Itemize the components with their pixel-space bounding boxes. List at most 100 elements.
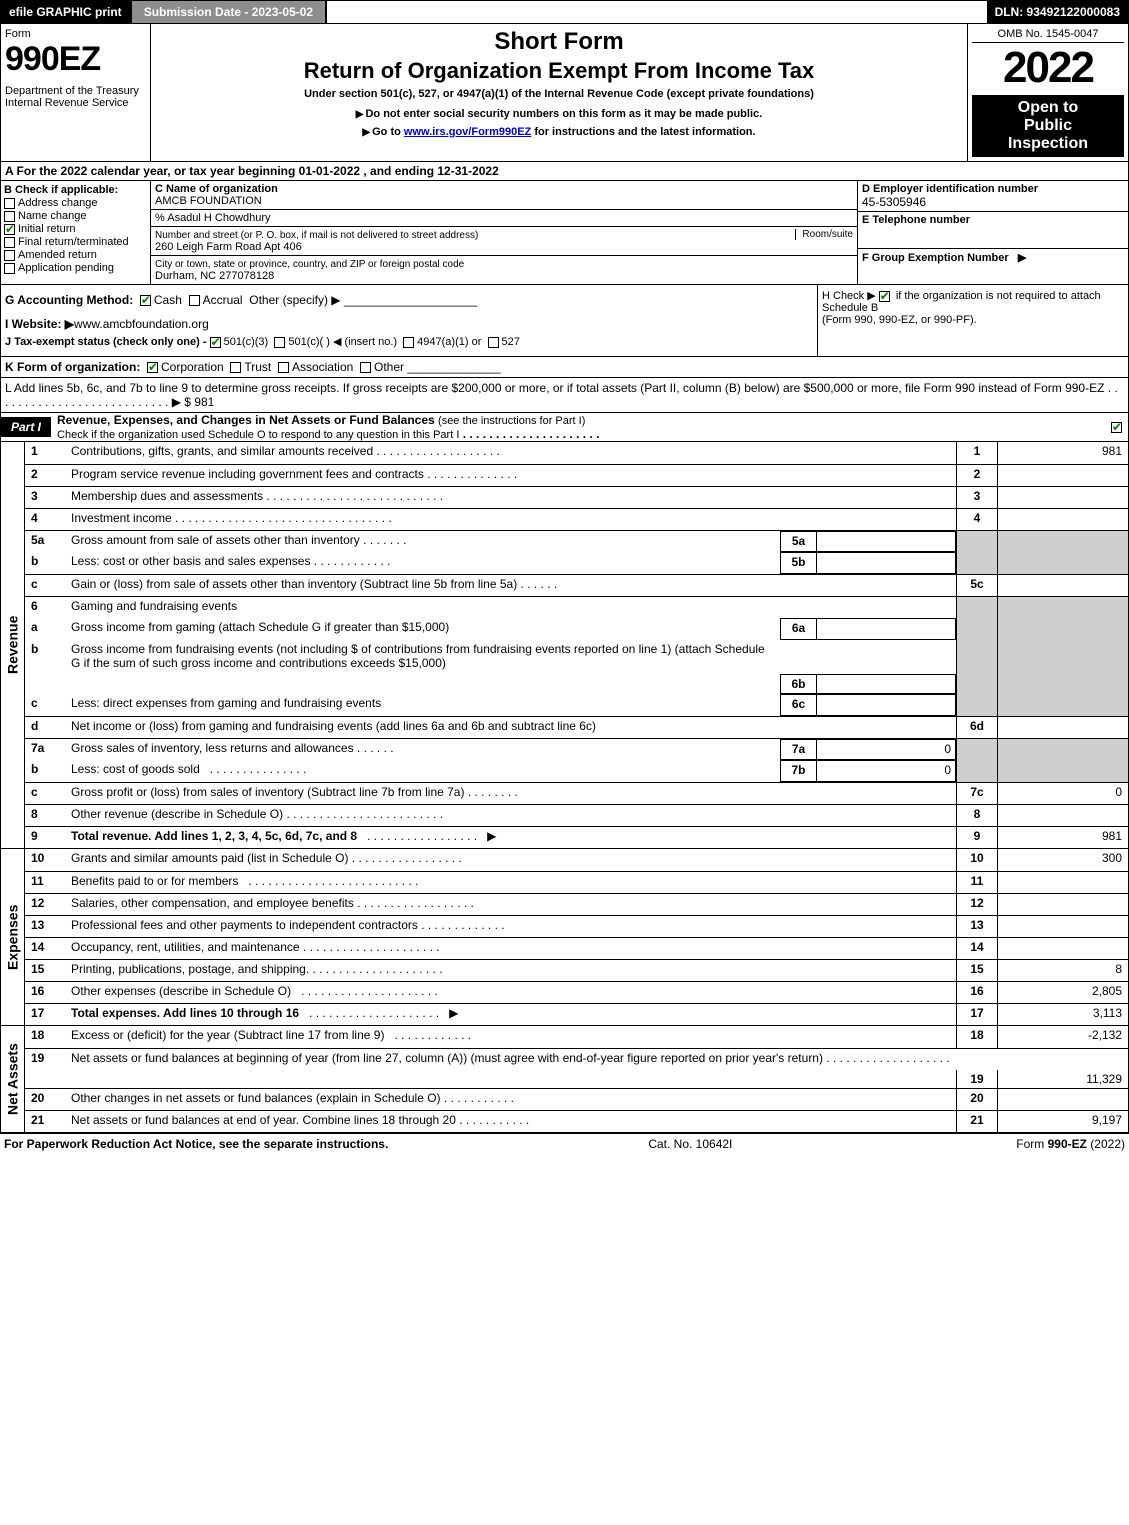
line-16: Other expenses (describe in Schedule O) … [67,982,956,1003]
j-tax-exempt: J Tax-exempt status (check only one) - 5… [5,335,813,348]
net-assets-table: Net Assets 18Excess or (deficit) for the… [0,1026,1129,1133]
line-18-val: -2,132 [998,1026,1128,1048]
form-number: 990EZ [5,40,146,79]
chk-corporation[interactable] [147,362,158,373]
line-10-val: 300 [998,849,1128,871]
careof: % Asadul H Chowdhury [151,209,857,226]
line-19: Net assets or fund balances at beginning… [67,1049,956,1088]
line-16-val: 2,805 [998,982,1128,1003]
omb-number: OMB No. 1545-0047 [972,28,1124,43]
form-ref: Form 990-EZ (2022) [1016,1137,1125,1151]
part-i-tag: Part I [1,417,51,437]
irs-link[interactable]: www.irs.gov/Form990EZ [404,126,531,138]
form-word: Form [5,28,146,40]
part-i-header: Part I Revenue, Expenses, and Changes in… [0,413,1129,442]
line-19-val: 11,329 [998,1070,1128,1088]
line-14: Occupancy, rent, utilities, and maintena… [67,938,956,959]
expenses-table: Expenses 10Grants and similar amounts pa… [0,849,1129,1026]
line-8: Other revenue (describe in Schedule O) .… [67,805,956,826]
line-7a-val: 0 [816,739,956,760]
street-value: 260 Leigh Farm Road Apt 406 [155,241,302,253]
chk-address-change[interactable]: Address change [4,197,147,209]
line-6: Gaming and fundraising events [67,597,956,618]
row-c: C Name of organization AMCB FOUNDATION %… [151,181,1128,284]
org-name: AMCB FOUNDATION [155,195,262,207]
efile-label[interactable]: efile GRAPHIC print [1,1,130,23]
line-6d: Net income or (loss) from gaming and fun… [67,717,956,738]
submission-date: Submission Date - 2023-05-02 [130,1,327,23]
chk-527[interactable] [488,337,499,348]
e-telephone: E Telephone number [858,212,1128,228]
g-accounting-method: G Accounting Method: Cash Accrual Other … [1,285,818,356]
line-5b: Less: cost or other basis and sales expe… [67,552,780,574]
return-title: Return of Organization Exempt From Incom… [157,58,961,84]
d-ein: D Employer identification number 45-5305… [858,181,1128,212]
room-label: Room/suite [795,229,853,240]
short-form-title: Short Form [157,28,961,56]
line-4: Investment income . . . . . . . . . . . … [67,509,956,530]
irs-label: Internal Revenue Service [5,97,146,109]
dln-label: DLN: 93492122000083 [987,1,1128,23]
line-7c-val: 0 [998,783,1128,804]
cat-no: Cat. No. 10642I [648,1137,732,1151]
h-schedule-b: H Check ▶ if the organization is not req… [818,285,1128,356]
f-group-exemption: F Group Exemption Number ▶ [858,248,1128,266]
col-c: C Name of organization AMCB FOUNDATION %… [151,181,858,284]
row-bcdef: B Check if applicable: Address change Na… [0,181,1129,285]
line-5a: Gross amount from sale of assets other t… [67,531,780,552]
chk-accrual[interactable] [189,295,200,306]
chk-trust[interactable] [230,362,241,373]
website-link[interactable]: www.amcbfoundation.org [74,317,209,331]
chk-4947[interactable] [403,337,414,348]
line-7b: Less: cost of goods sold . . . . . . . .… [67,760,780,782]
col-b-checkboxes: B Check if applicable: Address change Na… [1,181,151,284]
line-17: Total expenses. Add lines 10 through 16 … [67,1004,956,1025]
chk-association[interactable] [278,362,289,373]
chk-other-org[interactable] [360,362,371,373]
line-11: Benefits paid to or for members . . . . … [67,872,956,893]
side-expenses: Expenses [1,849,25,1025]
form-header: Form 990EZ Department of the Treasury In… [0,24,1129,162]
revenue-table: Revenue 1Contributions, gifts, grants, a… [0,442,1129,849]
top-bar: efile GRAPHIC print Submission Date - 20… [0,0,1129,24]
line-7b-val: 0 [816,760,956,782]
line-21: Net assets or fund balances at end of ye… [67,1111,956,1132]
chk-schedule-b[interactable] [879,291,890,302]
under-section: Under section 501(c), 527, or 4947(a)(1)… [157,88,961,100]
line-9: Total revenue. Add lines 1, 2, 3, 4, 5c,… [67,827,956,848]
goto-line: Go to www.irs.gov/Form990EZ for instruct… [157,126,961,138]
line-7a: Gross sales of inventory, less returns a… [67,739,780,760]
row-k: K Form of organization: Corporation Trus… [0,357,1129,378]
line-17-val: 3,113 [998,1004,1128,1025]
chk-initial-return[interactable]: Initial return [4,223,147,235]
chk-final-return[interactable]: Final return/terminated [4,236,147,248]
ein-value: 45-5305946 [862,195,926,209]
b-label: B Check if applicable: [4,184,147,196]
chk-application-pending[interactable]: Application pending [4,262,147,274]
col-def: D Employer identification number 45-5305… [858,181,1128,284]
i-website: I Website: ▶www.amcbfoundation.org [5,317,813,331]
line-1: Contributions, gifts, grants, and simila… [67,442,956,464]
header-right: OMB No. 1545-0047 2022 Open to Public In… [968,24,1128,161]
line-15-val: 8 [998,960,1128,981]
line-2: Program service revenue including govern… [67,465,956,486]
row-a-tax-year: A For the 2022 calendar year, or tax yea… [0,162,1129,181]
line-6a: Gross income from gaming (attach Schedul… [67,618,780,640]
tax-year: 2022 [972,43,1124,93]
city-block: City or town, state or province, country… [151,255,857,284]
line-15: Printing, publications, postage, and shi… [67,960,956,981]
col-cdef: C Name of organization AMCB FOUNDATION %… [151,181,1128,284]
row-gh: G Accounting Method: Cash Accrual Other … [0,285,1129,357]
line-10: Grants and similar amounts paid (list in… [67,849,956,871]
chk-name-change[interactable]: Name change [4,210,147,222]
chk-501c3[interactable] [210,337,221,348]
street-block: Number and street (or P. O. box, if mail… [151,226,857,255]
chk-amended-return[interactable]: Amended return [4,249,147,261]
line-21-val: 9,197 [998,1111,1128,1132]
line-20: Other changes in net assets or fund bala… [67,1089,956,1110]
dept-label: Department of the Treasury [5,85,146,97]
line-5c: Gain or (loss) from sale of assets other… [67,575,956,596]
chk-cash[interactable] [140,295,151,306]
chk-schedule-o[interactable] [1111,422,1122,433]
chk-501c[interactable] [274,337,285,348]
